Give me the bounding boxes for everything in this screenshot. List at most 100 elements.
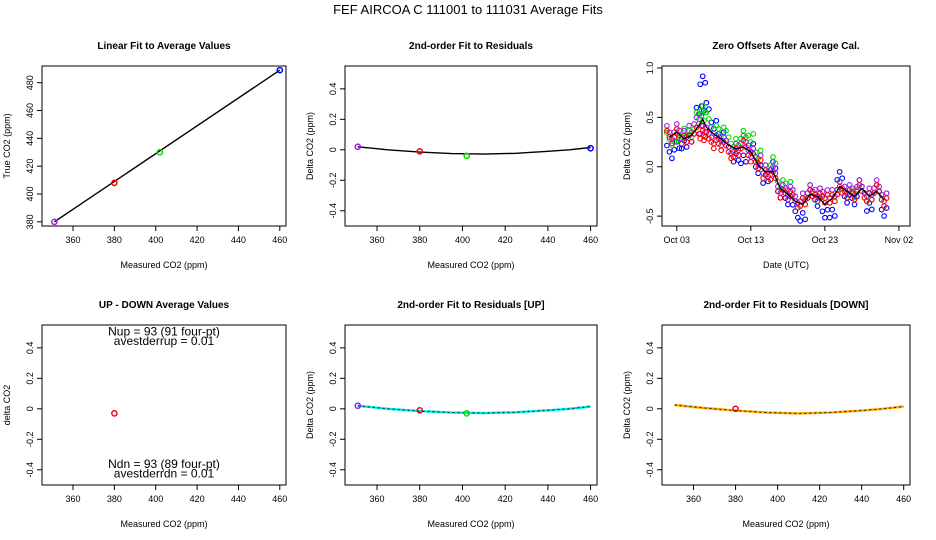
- x-tick-label: 440: [231, 235, 246, 245]
- fit-curve: [54, 69, 281, 223]
- data-point: [747, 158, 754, 165]
- x-tick-label: 400: [455, 494, 470, 504]
- plot-frame: [344, 65, 598, 227]
- data-point: [760, 180, 766, 186]
- x-tick-label: 420: [190, 235, 205, 245]
- x-tick-label: 460: [272, 235, 287, 245]
- plot-frame: [41, 324, 287, 486]
- x-tick-label: 420: [190, 494, 205, 504]
- data-point: [51, 218, 58, 226]
- y-tick-label: 480: [25, 75, 35, 90]
- data-point: [715, 126, 722, 132]
- data-point: [814, 203, 821, 209]
- x-tick-label: 380: [412, 494, 427, 504]
- y-tick-label: 0.0: [645, 160, 655, 173]
- y-tick-label: -0.2: [328, 173, 338, 189]
- plot-frame: [344, 324, 598, 486]
- data-point: [762, 162, 769, 168]
- data-point: [354, 143, 362, 151]
- chart-title: Zero Offsets After Average Cal.: [712, 41, 859, 52]
- data-point: [463, 410, 471, 417]
- data-point: [688, 139, 695, 145]
- data-point: [111, 410, 118, 417]
- chart-residuals: 2nd-order Fit to Residuals Measured CO2 (…: [305, 41, 598, 270]
- data-point: [750, 131, 757, 137]
- x-tick-label: 460: [272, 494, 287, 504]
- data-point: [683, 144, 690, 150]
- x-tick-label: 420: [812, 494, 827, 504]
- data-point: [693, 104, 700, 111]
- data-point: [587, 144, 594, 152]
- data-point: [881, 213, 887, 219]
- y-tick-label: 0.4: [25, 342, 35, 355]
- data-point: [669, 155, 675, 162]
- data-point: [757, 147, 764, 154]
- data-point: [698, 113, 705, 119]
- data-point: [831, 213, 838, 219]
- y-tick-label: -0.4: [328, 203, 338, 219]
- annotation: avestderrup = 0.01: [114, 334, 215, 348]
- x-tick-label: 440: [540, 235, 555, 245]
- x-tick-label: 400: [148, 494, 163, 504]
- data-point: [881, 203, 887, 209]
- data-point: [669, 140, 675, 147]
- mean-line: [669, 117, 885, 206]
- data-point: [851, 196, 858, 203]
- data-point: [740, 127, 747, 134]
- data-point: [740, 137, 747, 144]
- data-point: [831, 198, 838, 205]
- data-point: [703, 129, 710, 136]
- data-point: [873, 182, 880, 188]
- data-point: [681, 125, 688, 132]
- y-tick-label: 440: [25, 131, 35, 146]
- data-point: [678, 140, 685, 147]
- data-point: [802, 216, 809, 223]
- data-point: [871, 185, 878, 191]
- data-point: [699, 73, 706, 80]
- data-point: [866, 185, 873, 192]
- data-point: [829, 186, 836, 193]
- data-point: [733, 135, 739, 142]
- data-point: [814, 198, 821, 205]
- x-tick-label: 460: [583, 235, 598, 245]
- chart-residuals-up: 2nd-order Fit to Residuals [UP] Measured …: [305, 300, 598, 529]
- data-point: [792, 198, 799, 205]
- chart-residuals-down: 2nd-order Fit to Residuals [DOWN] Measure…: [622, 300, 911, 529]
- data-point: [699, 103, 706, 109]
- data-point: [851, 194, 858, 201]
- data-point: [775, 188, 781, 195]
- data-point: [836, 183, 843, 190]
- data-point: [807, 182, 813, 188]
- data-point: [664, 127, 670, 134]
- x-tick-label: 380: [728, 494, 743, 504]
- data-point: [883, 195, 890, 201]
- data-point: [770, 154, 776, 160]
- fit-curve-overlay: [357, 405, 591, 414]
- y-axis-label: Delta CO2 (ppm): [622, 112, 632, 180]
- data-point: [804, 195, 811, 201]
- data-point: [785, 201, 791, 208]
- annotation: avestderrdn = 0.01: [114, 466, 215, 480]
- x-tick-label: 460: [583, 494, 598, 504]
- y-axis-label: Delta CO2 (ppm): [305, 371, 315, 439]
- data-point: [760, 175, 766, 181]
- data-point: [799, 210, 806, 216]
- x-tick-label: 420: [498, 494, 513, 504]
- x-axis-label: Measured CO2 (ppm): [427, 519, 514, 529]
- x-axis-label: Date (UTC): [763, 260, 809, 270]
- y-tick-label: 0: [328, 147, 338, 152]
- y-tick-label: -0.2: [25, 432, 35, 448]
- data-point: [824, 187, 831, 193]
- data-point: [697, 81, 704, 88]
- data-point: [807, 187, 813, 193]
- y-tick-label: 0.2: [328, 113, 338, 126]
- data-point: [735, 152, 742, 158]
- fit-curve: [357, 146, 591, 155]
- figure-title: FEF AIRCOA C 111001 to 111031 Average Fi…: [333, 2, 603, 17]
- y-tick-label: 0: [645, 406, 655, 411]
- data-point: [851, 201, 858, 208]
- y-tick-label: -0.2: [645, 432, 655, 448]
- data-point: [797, 218, 804, 224]
- data-point: [693, 124, 700, 131]
- y-tick-label: 0: [328, 406, 338, 411]
